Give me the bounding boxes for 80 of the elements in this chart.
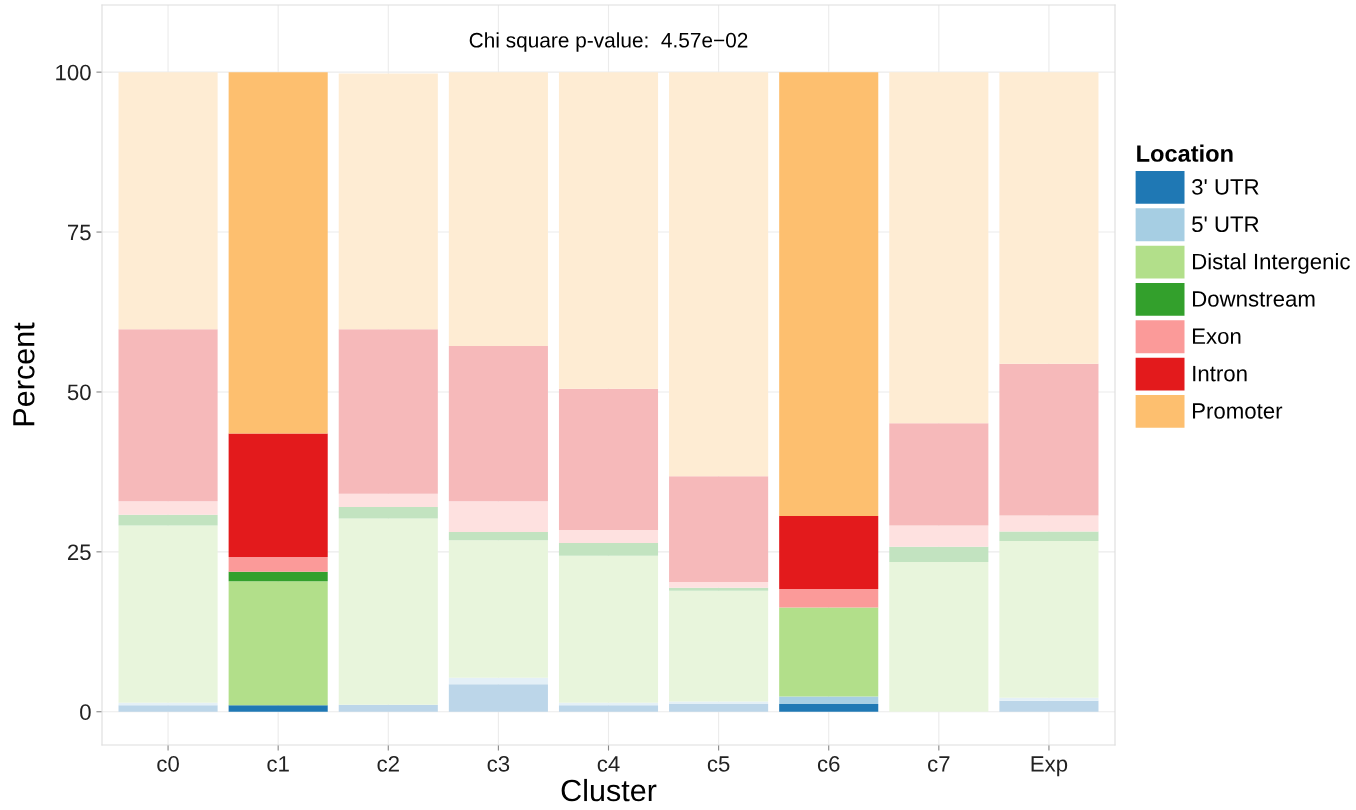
bar — [999, 531, 1099, 541]
y-tick-label: 0 — [80, 704, 91, 721]
bar — [118, 514, 218, 526]
bar — [118, 329, 218, 502]
text: Chi square p-value: 4.57e−02 — [469, 32, 748, 52]
bar — [999, 515, 1099, 532]
bar — [558, 555, 659, 703]
bar — [118, 72, 218, 330]
bar — [448, 684, 548, 712]
bar — [448, 72, 548, 346]
bar — [779, 704, 879, 712]
bar — [889, 525, 989, 547]
bar — [558, 705, 659, 712]
bar — [669, 476, 769, 582]
bar — [669, 581, 769, 588]
bar — [448, 501, 548, 533]
y-axis-title: Percent — [13, 322, 35, 426]
bar — [779, 516, 879, 589]
bar — [448, 532, 548, 541]
bar — [228, 571, 328, 582]
bar — [118, 705, 218, 712]
bar — [779, 696, 879, 705]
bar — [999, 363, 1099, 516]
y-tick-label: 75 — [68, 224, 91, 241]
x-tick-label: c1 — [267, 756, 289, 772]
bar — [338, 493, 438, 508]
bar — [558, 542, 659, 556]
y-tick-label: 25 — [67, 544, 91, 561]
legend-label: Distal Intergenic — [1193, 253, 1350, 274]
bar — [448, 677, 548, 685]
bar — [228, 705, 328, 712]
bar — [558, 388, 659, 531]
bar — [558, 72, 659, 389]
bar — [779, 607, 879, 697]
legend-label: Intron — [1193, 365, 1247, 382]
legend-label: Promoter — [1193, 403, 1283, 419]
bar — [999, 697, 1099, 701]
x-tick-label: c5 — [707, 756, 730, 772]
x-tick-label: c4 — [597, 756, 620, 772]
bar — [118, 501, 218, 515]
bar — [118, 525, 218, 703]
bar — [228, 556, 328, 572]
x-tick-label: c3 — [487, 756, 510, 772]
bar — [338, 73, 438, 330]
bar — [448, 540, 548, 678]
bar — [779, 72, 879, 517]
bar — [889, 562, 989, 712]
legend-title: Location — [1137, 144, 1233, 162]
x-axis-title: Cluster — [561, 778, 657, 802]
bar — [889, 546, 989, 563]
y-tick-label: 50 — [67, 384, 91, 401]
bar — [228, 581, 328, 706]
bar — [228, 72, 328, 434]
bar — [999, 72, 1099, 364]
y-tick-label: 100 — [56, 64, 91, 81]
bar — [669, 587, 769, 591]
x-tick-label: c2 — [377, 756, 399, 772]
legend-label: 3' UTR — [1192, 179, 1259, 195]
bar — [338, 507, 438, 519]
bar — [999, 540, 1099, 698]
bar — [669, 72, 769, 477]
legend-label: Exon — [1193, 328, 1241, 345]
bar — [669, 590, 769, 702]
bar — [338, 329, 438, 494]
bar — [338, 518, 438, 705]
x-tick-label: c0 — [157, 756, 179, 772]
bar — [889, 423, 989, 526]
bar — [338, 704, 438, 712]
bar — [448, 345, 548, 502]
x-tick-label: c6 — [817, 756, 840, 772]
bar — [999, 700, 1099, 712]
legend-label: 5' UTR — [1192, 216, 1259, 233]
legend-label: Downstream — [1193, 291, 1315, 307]
x-tick-label: c7 — [928, 756, 950, 772]
bar — [558, 530, 659, 543]
x-tick-label: Exp — [1031, 756, 1068, 777]
bar — [669, 704, 769, 712]
bar — [889, 72, 989, 424]
bar — [228, 433, 328, 557]
bar — [779, 588, 879, 608]
